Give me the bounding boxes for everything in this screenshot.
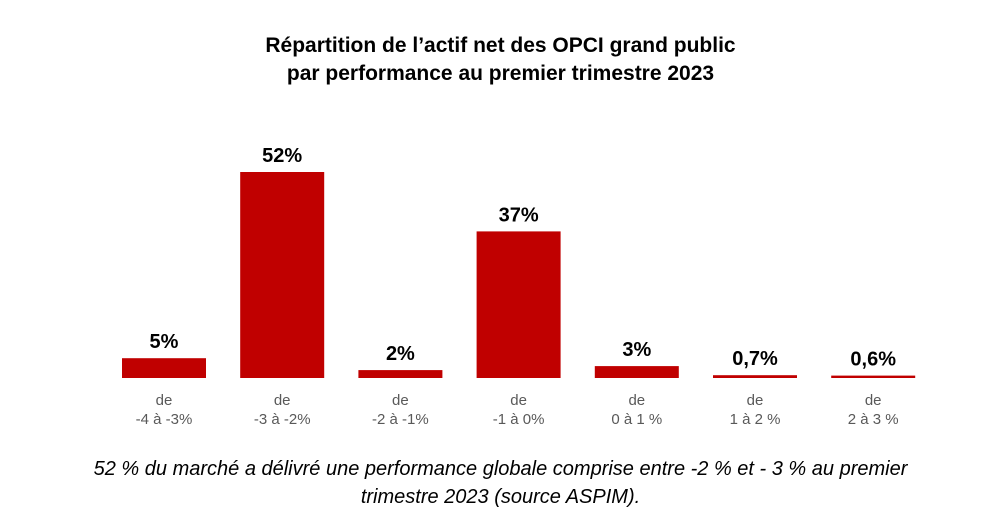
value-label-6: 0,7% [732, 348, 778, 370]
value-label-3: 2% [386, 343, 415, 365]
category-label-7-line-2: 2 à 3 % [848, 411, 899, 428]
category-label-1-line-2: -4 à -3% [136, 411, 193, 428]
chart-title-line-2: par performance au premier trimestre 202… [286, 62, 715, 85]
value-label-4: 37% [499, 204, 539, 226]
bar-5 [594, 366, 679, 378]
category-label-2-line-1: de [274, 392, 291, 409]
value-label-2: 52% [262, 145, 302, 167]
category-label-3-line-2: -2 à -1% [372, 411, 429, 428]
value-label-7: 0,6% [850, 349, 896, 371]
bar-7 [831, 375, 916, 378]
category-label-3-line-1: de [392, 392, 409, 409]
chart-title: Répartition de l’actif net des OPCI gran… [0, 32, 1001, 88]
bar-1 [122, 358, 206, 378]
chart-title-line-1: Répartition de l’actif net des OPCI gran… [265, 34, 736, 57]
category-label-5-line-2: 0 à 1 % [611, 411, 662, 428]
category-label-4-line-2: -1 à 0% [493, 411, 545, 428]
caption-line-2: trimestre 2023 (source ASPIM). [360, 486, 641, 508]
bar-4 [476, 231, 561, 378]
caption-line-1: 52 % du marché a délivré une performance… [93, 458, 908, 480]
bar-2 [240, 172, 325, 378]
category-label-6-line-2: 1 à 2 % [730, 411, 781, 428]
category-label-2-line-2: -3 à -2% [254, 411, 311, 428]
category-label-1-line-1: de [156, 392, 173, 409]
bar-chart: 5% de -4 à -3% 52% de -3 à -2% 2% de -2 à -1% 37%… [122, 145, 916, 428]
category-label-4-line-1: de [510, 392, 527, 409]
bar-3 [358, 370, 443, 378]
value-label-1: 5% [150, 331, 179, 353]
category-label-5-line-1: de [628, 392, 645, 409]
chart-caption: 52 % du marché a délivré une performance… [0, 455, 1001, 511]
value-label-5: 3% [622, 339, 651, 361]
category-label-7-line-1: de [865, 392, 882, 409]
bar-6 [713, 375, 797, 378]
category-label-6-line-1: de [747, 392, 764, 409]
